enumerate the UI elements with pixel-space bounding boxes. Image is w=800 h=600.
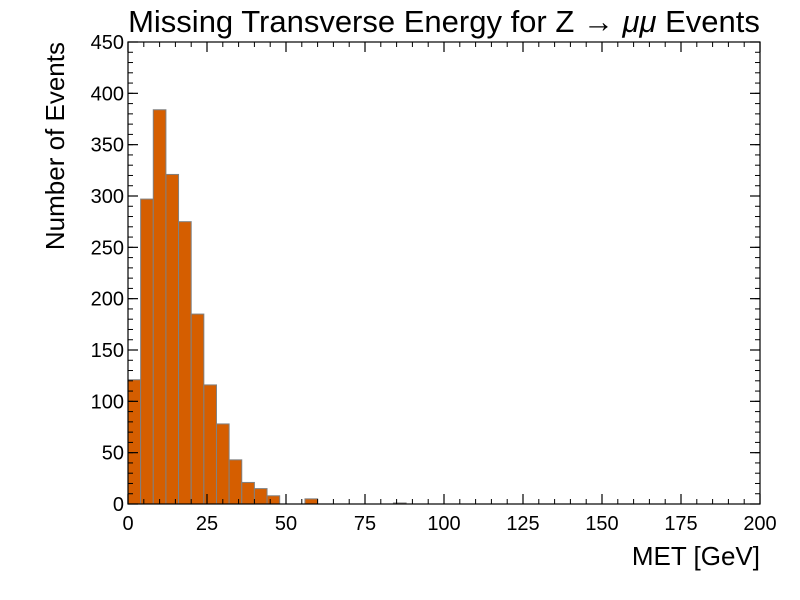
y-tick-label: 400 [91,83,124,105]
y-tick-label: 150 [91,340,124,362]
chart-title: Missing Transverse Energy for Z → μμ Eve… [128,4,760,39]
histogram-bar [241,481,255,505]
x-tick-label: 25 [196,513,218,535]
x-axis-ticks: 0 25 50 75 100 125 150 175 200 [122,42,777,535]
x-tick-label: 50 [275,513,297,535]
histogram-bar [178,221,192,505]
x-tick-label: 125 [506,513,539,535]
histogram-bar [266,495,281,505]
histogram-bar [304,498,319,505]
y-tick-label: 0 [113,494,124,516]
x-tick-label: 100 [427,513,460,535]
y-axis-label: Number of Events [40,42,70,250]
y-tick-label: 450 [91,32,124,54]
x-axis-label: MET [GeV] [632,541,760,571]
y-axis-ticks: 0 50 100 150 200 250 300 350 400 450 [91,32,760,516]
y-tick-label: 300 [91,186,124,208]
histogram-bar [127,379,142,505]
histogram-bar [203,384,217,505]
plot-frame [127,41,761,505]
histogram-bar [140,198,154,505]
histogram-bars [127,109,407,505]
histogram-bar [228,459,243,505]
y-tick-label: 250 [91,237,124,259]
histogram-bar [190,313,205,505]
y-tick-label: 50 [102,443,124,465]
histogram-bar [215,423,230,505]
histogram-bar [165,173,180,505]
y-tick-label: 350 [91,135,124,157]
x-tick-label: 75 [354,513,376,535]
x-tick-label: 175 [664,513,697,535]
histogram-bar [253,488,268,505]
x-tick-label: 200 [743,513,776,535]
y-tick-label: 100 [91,391,124,413]
y-tick-label: 200 [91,289,124,311]
x-tick-label: 150 [585,513,618,535]
histogram-bar [152,109,167,505]
x-tick-label: 0 [122,513,133,535]
